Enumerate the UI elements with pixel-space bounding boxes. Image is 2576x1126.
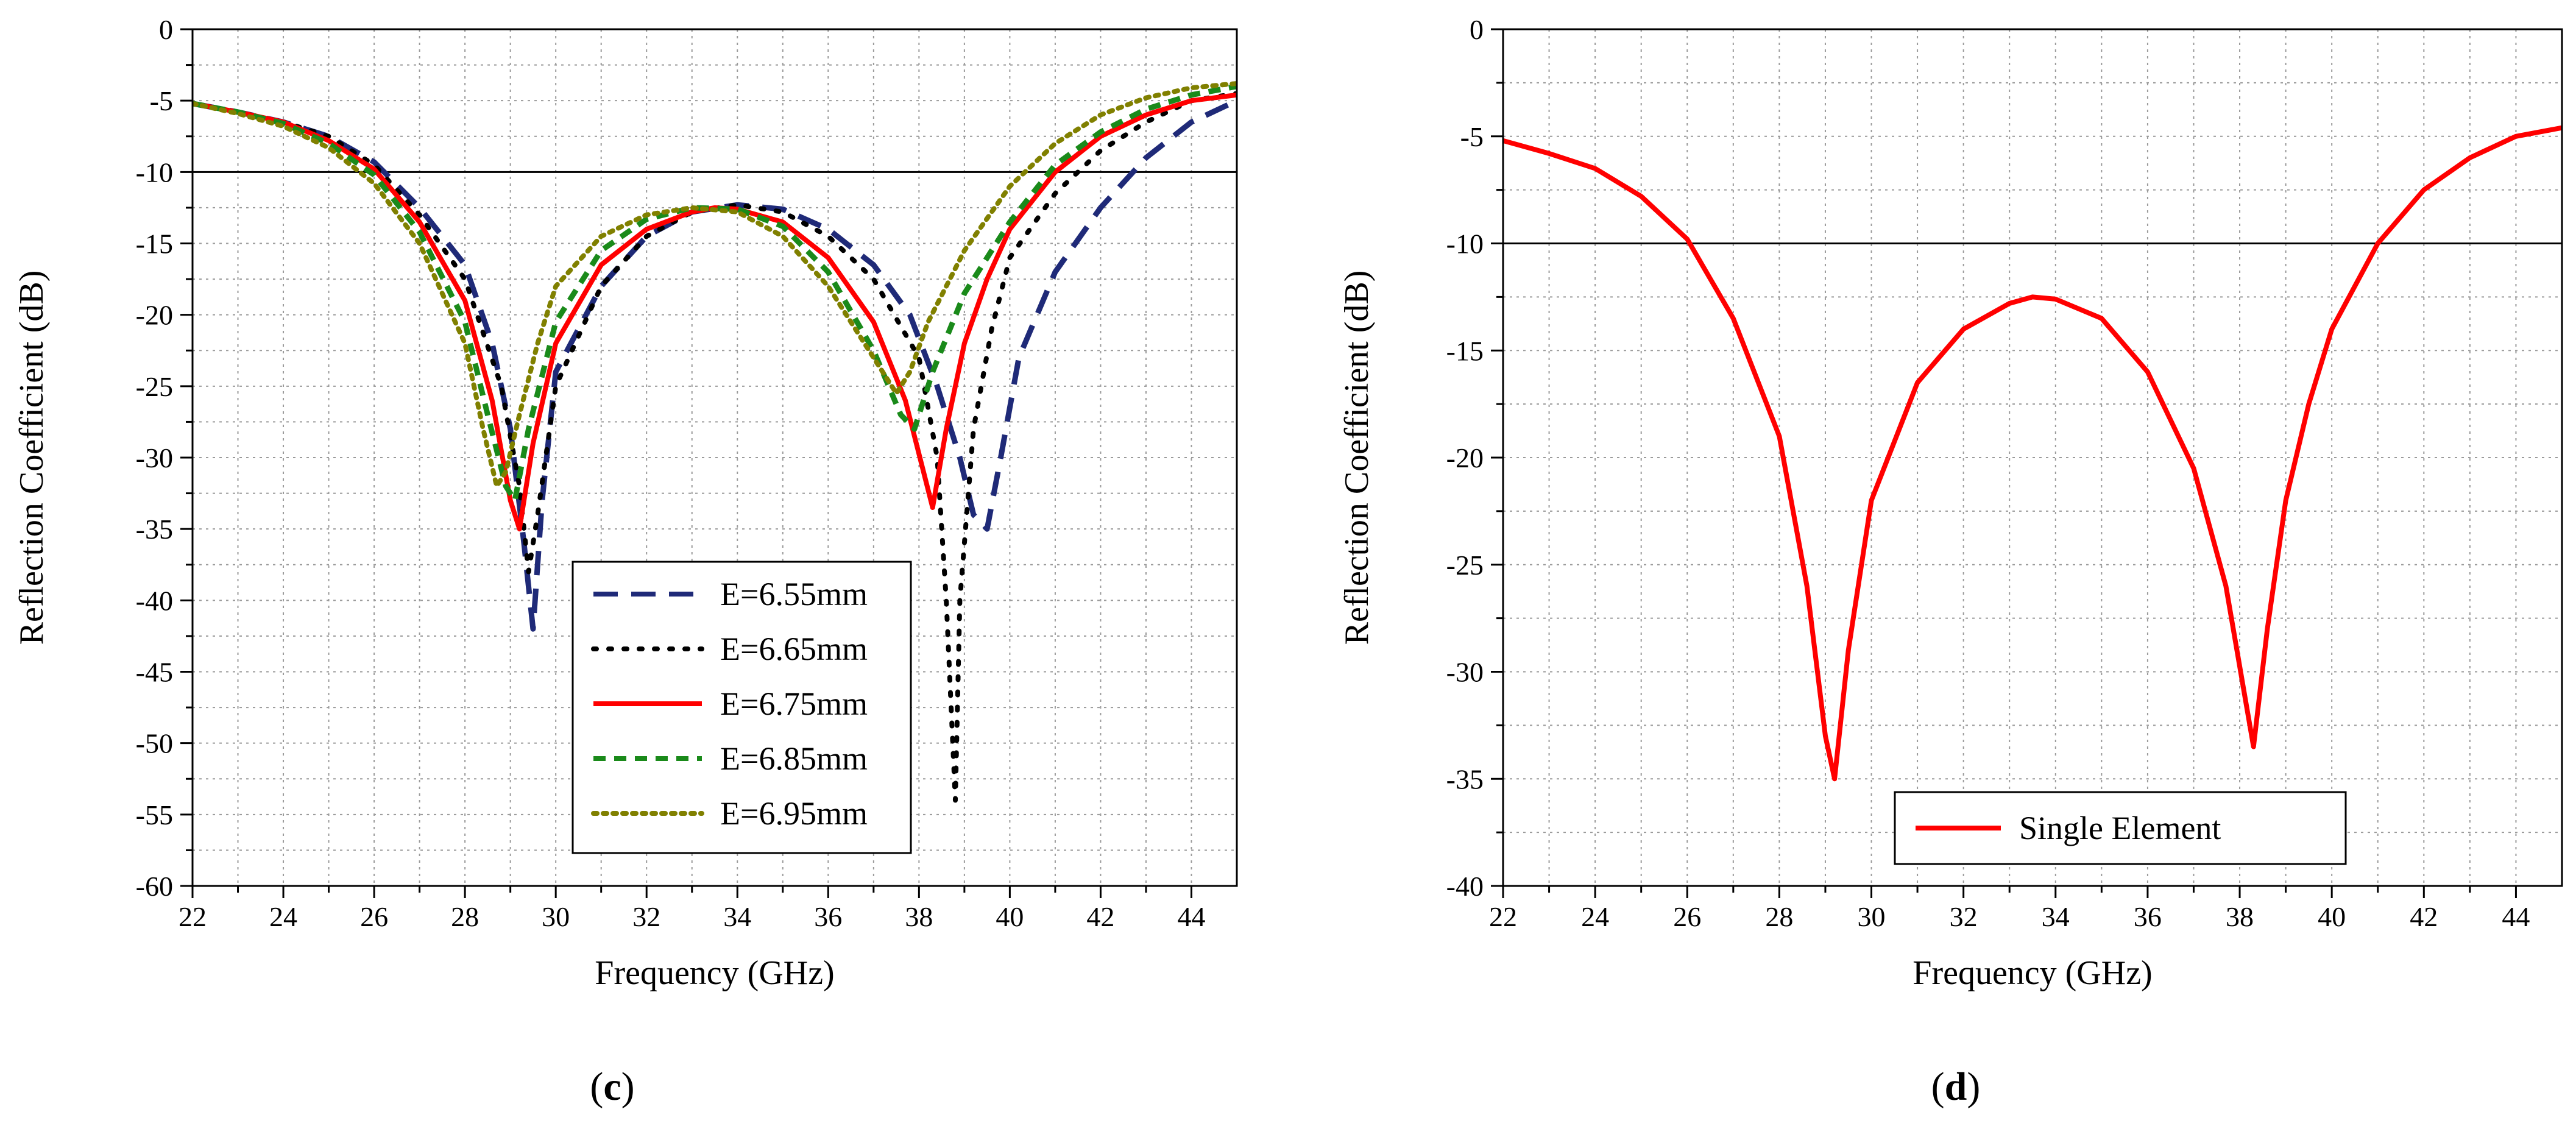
series-line xyxy=(1503,125,2562,782)
y-tick-label: -45 xyxy=(136,657,173,688)
y-tick-label: -15 xyxy=(1446,335,1484,366)
y-tick-label: -15 xyxy=(136,228,173,260)
legend-label: Single Element xyxy=(2019,810,2221,846)
y-tick-label: -25 xyxy=(136,371,173,402)
x-tick-label: 44 xyxy=(2502,901,2530,932)
x-tick-label: 26 xyxy=(1673,901,1701,932)
series-line xyxy=(193,98,1237,632)
x-tick-label: 40 xyxy=(996,901,1024,932)
legend-label: E=6.95mm xyxy=(720,795,868,832)
x-tick-label: 40 xyxy=(2318,901,2346,932)
x-axis-title: Frequency (GHz) xyxy=(1913,954,2152,992)
panel-label: c xyxy=(603,1064,621,1109)
x-tick-label: 28 xyxy=(451,901,479,932)
x-tick-label: 32 xyxy=(1950,901,1978,932)
x-tick-label: 24 xyxy=(1581,901,1609,932)
legend-box xyxy=(571,561,912,854)
x-tick-label: 34 xyxy=(723,901,751,932)
x-tick-label: 36 xyxy=(814,901,842,932)
y-tick-label: 0 xyxy=(1470,14,1484,45)
series-group xyxy=(193,81,1237,803)
y-tick-label: -20 xyxy=(1446,442,1484,473)
x-tick-label: 44 xyxy=(1177,901,1205,932)
x-tick-label: 36 xyxy=(2134,901,2162,932)
legend-label: E=6.55mm xyxy=(720,576,868,612)
legend: E=6.55mm E=6.65mm E=6.75mm E=6.85mm E=6.95mm xyxy=(571,561,912,854)
x-tick-label: 24 xyxy=(269,901,297,932)
y-tick-label: -30 xyxy=(136,442,173,473)
y-tick-label: -60 xyxy=(136,871,173,902)
grid xyxy=(1503,29,2562,886)
x-tick-label: 42 xyxy=(2410,901,2438,932)
y-tick-label: -10 xyxy=(136,157,173,188)
x-tick-label: 38 xyxy=(2226,901,2254,932)
y-tick-label: -35 xyxy=(1446,763,1484,795)
series-group xyxy=(1503,125,2562,782)
legend-label: E=6.75mm xyxy=(720,685,868,722)
x-tick-label: 22 xyxy=(1489,901,1517,932)
y-tick-label: 0 xyxy=(159,14,173,45)
x-tick-label: 32 xyxy=(632,901,660,932)
legend: Single Element xyxy=(1894,791,2347,865)
series-line xyxy=(193,91,1237,803)
x-tick-label: 42 xyxy=(1086,901,1114,932)
panel-d-chart: 22 24 26 28 30 32 34 36 38 40 42 44 0 -5 -10 -15 -20 -25 -… xyxy=(1338,14,2563,1109)
panel-caption: (c) xyxy=(590,1064,634,1109)
x-tick-label: 30 xyxy=(542,901,570,932)
y-tick-label: -5 xyxy=(1460,121,1484,152)
x-tick-label: 26 xyxy=(360,901,388,932)
x-tick-label: 34 xyxy=(2042,901,2070,932)
panel-label: d xyxy=(1945,1064,1967,1109)
x-tick-label: 28 xyxy=(1765,901,1793,932)
panel-c-chart: 22 24 26 28 30 32 34 36 38 40 42 44 0 -5 -10 -15 -20 -25 -… xyxy=(13,14,1238,1109)
y-tick-label: -30 xyxy=(1446,657,1484,688)
y-tick-label: -5 xyxy=(150,85,173,116)
series-line xyxy=(193,83,1237,503)
x-tick-label: 38 xyxy=(905,901,933,932)
series-line xyxy=(193,81,1237,489)
x-tick-label: 22 xyxy=(179,901,207,932)
y-tick-label: -55 xyxy=(136,799,173,830)
y-tick-label: -50 xyxy=(136,728,173,759)
y-tick-label: -40 xyxy=(136,585,173,616)
y-axis-title: Reflection Coefficient (dB) xyxy=(13,271,51,645)
x-axis-title: Frequency (GHz) xyxy=(595,954,834,992)
y-tick-label: -10 xyxy=(1446,228,1484,260)
y-tick-label: -25 xyxy=(1446,550,1484,581)
y-axis-title: Reflection Coefficient (dB) xyxy=(1338,271,1376,645)
y-tick-label: -35 xyxy=(136,514,173,545)
y-tick-label: -40 xyxy=(1446,871,1484,902)
legend-label: E=6.65mm xyxy=(720,631,868,667)
y-tick-label: -20 xyxy=(136,300,173,331)
x-tick-label: 30 xyxy=(1858,901,1886,932)
panel-caption: (d) xyxy=(1931,1064,1981,1109)
legend-label: E=6.85mm xyxy=(720,740,868,777)
